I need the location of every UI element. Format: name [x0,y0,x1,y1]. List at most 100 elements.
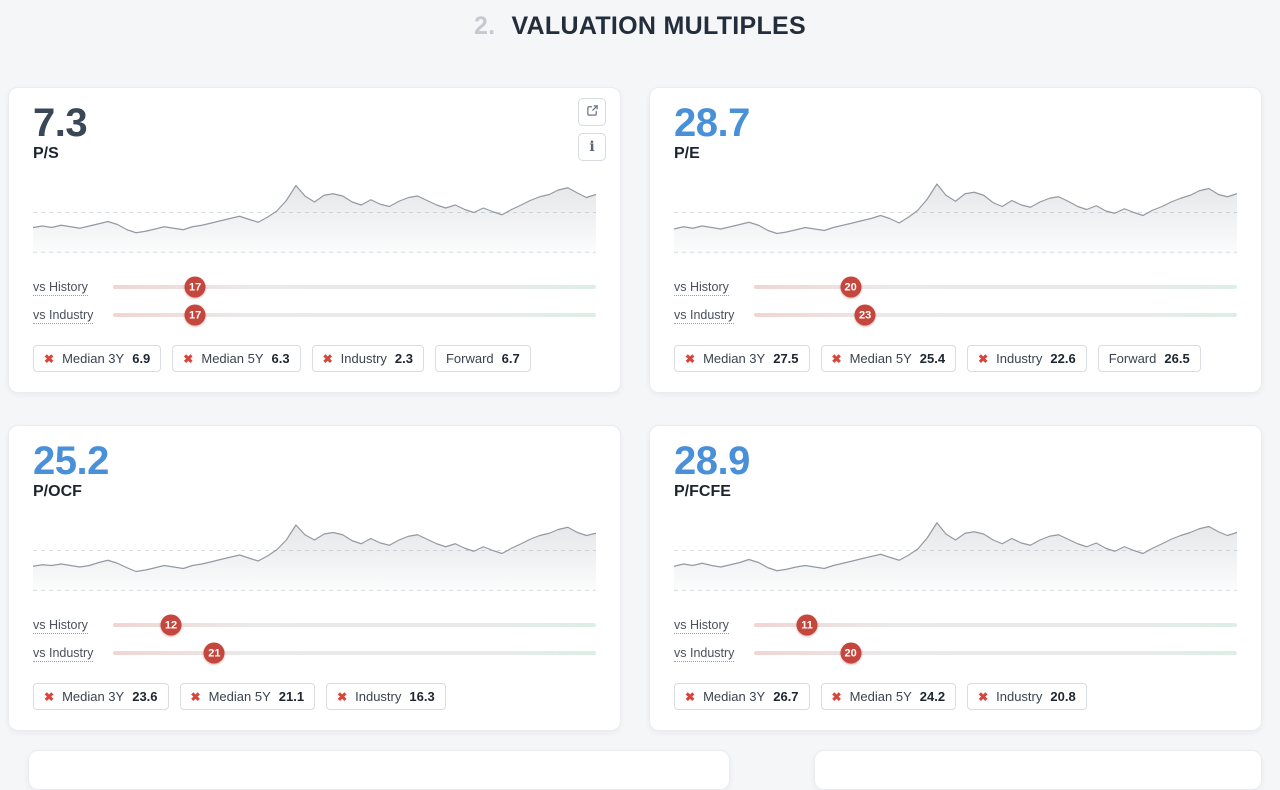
legend-chip-forward[interactable]: Forward 26.5 [1097,345,1201,373]
slider-label-box: vs Industry [674,308,754,325]
percentile-badge: 20 [840,276,862,298]
legend-chip-median-3y[interactable]: ✖ Median 3Y 26.7 [674,683,810,711]
slider-label[interactable]: vs History [674,618,729,635]
legend-chips: ✖ Median 3Y 26.7 ✖ Median 5Y 24.2 ✖ Industry 20.… [674,683,1237,711]
sparkline-path [33,186,596,233]
legend-chip-median-5y[interactable]: ✖ Median 5Y 21.1 [179,683,316,711]
remove-icon[interactable]: ✖ [190,689,201,704]
legend-chip-industry[interactable]: ✖ Industry 16.3 [326,683,446,711]
percentile-track: 23 [754,304,1237,326]
legend-chip-median-3y[interactable]: ✖ Median 3Y 23.6 [33,683,169,711]
slider-label[interactable]: vs Industry [33,646,94,663]
slider-label-box: vs History [674,280,754,297]
metric-value: 28.7 [674,101,750,145]
percentile-badge: 21 [203,642,225,664]
slider-row-vs-industry: vs Industry 23 [674,301,1237,329]
sparkline-fill [33,525,596,593]
chip-value: 23.6 [132,689,158,705]
legend-chip-industry[interactable]: ✖ Industry 20.8 [967,683,1087,711]
slider-label[interactable]: vs Industry [674,646,735,663]
remove-icon[interactable]: ✖ [685,351,696,366]
legend-chip-median-5y[interactable]: ✖ Median 5Y 6.3 [172,345,301,373]
sparkline-fill [33,185,596,255]
percentile-sliders: vs History 20 vs Industry 23 [674,273,1237,329]
legend-chip-median-5y[interactable]: ✖ Median 5Y 24.2 [820,683,957,711]
metric-card-pfcfe: 28.9 P/FCFE vs History 11 vs Industry 20 ✖ Medi… [649,425,1262,732]
chip-label: Industry [996,351,1043,367]
slider-label[interactable]: vs History [33,618,88,635]
slider-label-box: vs History [33,280,113,297]
chip-label: Forward [445,351,494,367]
chip-value: 2.3 [394,351,413,367]
legend-chip-median-3y[interactable]: ✖ Median 3Y 27.5 [674,345,810,373]
chip-label: Industry [355,689,402,705]
remove-icon[interactable]: ✖ [337,689,348,704]
sparkline-fill [674,523,1237,593]
partial-card [814,750,1262,790]
metric-value: 7.3 [33,101,88,145]
percentile-badge: 20 [840,642,862,664]
legend-chip-median-3y[interactable]: ✖ Median 3Y 6.9 [33,345,162,373]
external-link-icon [586,104,599,120]
remove-icon[interactable]: ✖ [322,351,333,366]
slider-label-box: vs History [674,618,754,635]
chip-value: 6.7 [501,351,520,367]
percentile-sliders: vs History 17 vs Industry 17 [33,273,596,329]
metric-card-ps: 7.3 P/S i vs History 17 vs Industry 17 ✖ Median … [8,87,621,394]
percentile-track: 12 [113,614,596,636]
slider-label-box: vs Industry [33,308,113,325]
slider-row-vs-industry: vs Industry 17 [33,301,596,329]
slider-label[interactable]: vs Industry [33,308,94,325]
sparkline-chart [33,515,596,593]
remove-icon[interactable]: ✖ [183,351,194,366]
slider-row-vs-history: vs History 11 [674,611,1237,639]
percentile-badge: 17 [184,304,206,326]
metric-label: P/S [33,145,59,163]
remove-icon[interactable]: ✖ [831,689,842,704]
remove-icon[interactable]: ✖ [44,351,55,366]
legend-chip-median-5y[interactable]: ✖ Median 5Y 25.4 [820,345,957,373]
chip-label: Median 5Y [849,351,912,367]
sparkline-path [674,184,1237,234]
remove-icon[interactable]: ✖ [44,689,55,704]
percentile-track: 17 [113,304,596,326]
slider-label-box: vs History [33,618,113,635]
slider-label-box: vs Industry [674,646,754,663]
chip-label: Industry [996,689,1043,705]
open-external-button[interactable] [578,98,606,126]
chip-value: 6.3 [271,351,290,367]
cards-grid: 7.3 P/S i vs History 17 vs Industry 17 ✖ Median … [8,87,1262,732]
percentile-track: 20 [754,276,1237,298]
legend-chip-industry[interactable]: ✖ Industry 2.3 [311,345,424,373]
legend-chip-forward[interactable]: Forward 6.7 [434,345,531,373]
sparkline-area [33,515,596,595]
sparkline-area [33,177,596,257]
chip-value: 24.2 [919,689,946,705]
remove-icon[interactable]: ✖ [831,351,842,366]
percentile-track: 17 [113,276,596,298]
sparkline-path [674,523,1237,571]
metric-card-pocf: 25.2 P/OCF vs History 12 vs Industry 21 ✖ Media… [8,425,621,732]
info-button[interactable]: i [578,133,606,161]
metric-card-pe: 28.7 P/E vs History 20 vs Industry 23 ✖ Median … [649,87,1262,394]
percentile-track: 11 [754,614,1237,636]
chip-value: 26.5 [1164,351,1190,367]
remove-icon[interactable]: ✖ [685,689,696,704]
percentile-badge: 12 [160,614,182,636]
legend-chip-industry[interactable]: ✖ Industry 22.6 [967,345,1087,373]
chip-value: 6.9 [132,351,151,367]
slider-label[interactable]: vs History [674,280,729,297]
sparkline-chart [674,515,1237,593]
chip-value: 25.4 [919,351,946,367]
chip-value: 16.3 [409,689,435,705]
slider-label[interactable]: vs Industry [674,308,735,325]
slider-label[interactable]: vs History [33,280,88,297]
slider-row-vs-history: vs History 20 [674,273,1237,301]
percentile-sliders: vs History 11 vs Industry 20 [674,611,1237,667]
remove-icon[interactable]: ✖ [978,689,989,704]
section-number: 2. [473,12,496,40]
legend-chips: ✖ Median 3Y 23.6 ✖ Median 5Y 21.1 ✖ Industry 16.… [33,683,596,711]
sparkline-area [674,177,1237,257]
page-title: VALUATION MULTIPLES [511,12,807,40]
remove-icon[interactable]: ✖ [978,351,989,366]
